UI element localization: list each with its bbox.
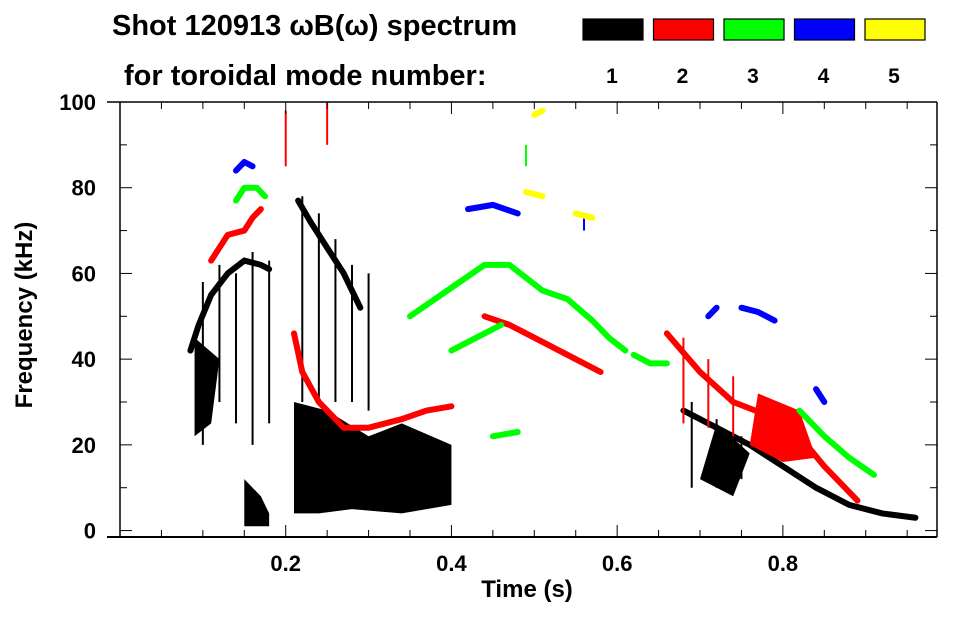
mode-2-trace (663, 330, 861, 504)
y-tick-label: 20 (72, 433, 96, 458)
y-axis-label: Frequency (kHz) (11, 222, 38, 409)
axes: 0.2 0.4 0.6 0.8 0 20 40 60 80 100 (59, 90, 938, 576)
mode-3-trace (489, 429, 521, 440)
x-axis-label: Time (s) (481, 576, 573, 603)
mode-2-trace (481, 313, 604, 375)
legend-label-mode-2: 2 (677, 65, 689, 88)
mode-3-trace (233, 184, 269, 204)
mode-5-trace (572, 210, 596, 221)
mode-1-region (194, 337, 220, 437)
mode-3-trace (407, 261, 629, 354)
legend-label-mode-1: 1 (606, 65, 618, 88)
mode-4-trace (465, 201, 521, 217)
x-tick-label: 0.2 (270, 551, 301, 576)
mode-3-trace (796, 407, 878, 478)
chart-title-line2: for toroidal mode number: (124, 60, 487, 92)
mode-3-trace (630, 351, 670, 367)
legend-swatch-mode-2 (652, 18, 715, 41)
mode-4-trace (233, 159, 256, 174)
legend-swatch-mode-4 (793, 18, 856, 41)
y-tick-label: 0 (84, 519, 96, 544)
spectrum-marks (187, 102, 919, 527)
mode-1-region (244, 479, 270, 527)
legend-label-mode-5: 5 (888, 65, 900, 88)
y-tick-label: 80 (72, 176, 96, 201)
mode-4-trace (705, 304, 720, 320)
mode-3-trace (448, 321, 505, 354)
y-tick-label: 40 (72, 347, 96, 372)
y-tick-label: 100 (59, 90, 96, 115)
mode-2-trace (291, 330, 455, 431)
legend-label-mode-4: 4 (818, 65, 830, 88)
mode-4-trace (738, 304, 778, 324)
x-tick-label: 0.8 (768, 551, 799, 576)
y-tick-label: 60 (72, 261, 96, 286)
chart-title-line1: Shot 120913 ωB(ω) spectrum (112, 10, 517, 42)
mode-1-region (294, 402, 452, 514)
legend-swatch-mode-5 (864, 18, 926, 41)
mode-1-region (700, 423, 750, 497)
legend: 1 2 3 4 5 (582, 18, 926, 88)
mode-5-trace (523, 189, 546, 200)
mode-1-trace (187, 257, 273, 354)
mode-4-trace (813, 386, 828, 405)
mode-1-trace (680, 407, 919, 521)
x-tick-label: 0.4 (436, 551, 467, 576)
mode-2-trace (208, 206, 264, 264)
mode-5-trace (531, 107, 546, 118)
legend-label-mode-3: 3 (747, 65, 759, 88)
legend-swatch-mode-1 (582, 18, 644, 41)
x-tick-label: 0.6 (602, 551, 633, 576)
mode-1-trace (295, 197, 364, 311)
legend-swatch-mode-3 (723, 18, 785, 41)
